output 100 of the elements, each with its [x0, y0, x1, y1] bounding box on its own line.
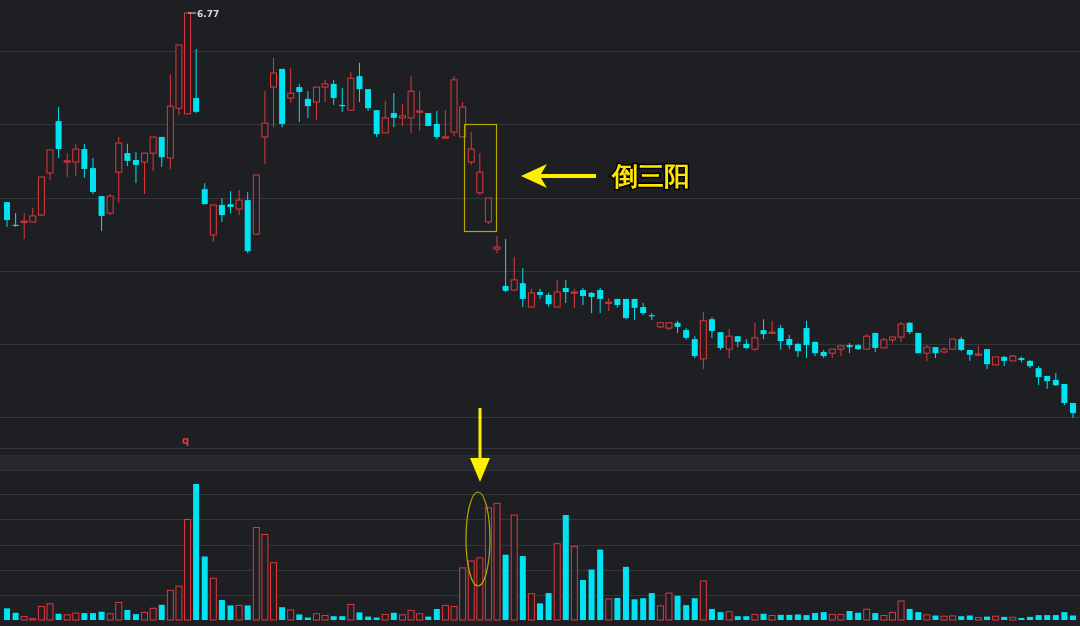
bar [1027, 616, 1034, 620]
bar [193, 484, 200, 620]
candlestick [132, 151, 139, 184]
candlestick [794, 342, 801, 358]
candlestick [287, 67, 295, 104]
bar [502, 554, 509, 620]
bar [347, 604, 355, 621]
bar [510, 514, 518, 621]
candlestick [373, 109, 380, 138]
candlestick [81, 143, 88, 179]
bar [984, 616, 991, 620]
bar [812, 613, 819, 620]
bar [381, 613, 389, 621]
bar [691, 598, 698, 620]
bar [614, 597, 621, 620]
candlestick [365, 88, 372, 112]
bar [863, 608, 871, 621]
candlestick [527, 288, 535, 308]
bar [768, 615, 776, 621]
candlestick [441, 109, 449, 139]
bar [631, 599, 638, 620]
candlestick [467, 131, 475, 166]
candlestick [484, 197, 492, 225]
candlestick [708, 316, 715, 339]
bar [1009, 616, 1017, 621]
bar [605, 598, 613, 621]
candlestick [356, 62, 363, 103]
candlestick [124, 143, 131, 167]
bar [98, 611, 105, 620]
candlestick [510, 256, 518, 292]
candlestick [296, 83, 303, 123]
bar [527, 593, 535, 621]
bar [906, 608, 913, 620]
bar [588, 569, 595, 620]
bar [734, 616, 741, 620]
bar [390, 612, 397, 620]
bar [820, 612, 827, 620]
bar [132, 614, 139, 620]
bar [1035, 615, 1042, 620]
bar [1052, 615, 1059, 620]
candlestick [923, 344, 931, 362]
candlestick [106, 193, 114, 216]
bar [803, 615, 810, 620]
candlestick [768, 320, 776, 334]
bar [227, 605, 234, 620]
bar [751, 613, 759, 621]
candlestick [588, 291, 595, 314]
bar [674, 595, 681, 620]
bar [433, 608, 440, 620]
bar [365, 616, 372, 620]
bar [339, 616, 346, 620]
bar [158, 604, 165, 620]
candlestick [725, 328, 733, 359]
bar [974, 617, 982, 621]
candlestick [235, 189, 243, 216]
bar [209, 577, 217, 621]
candlestick [476, 152, 484, 196]
candlestick [218, 197, 225, 223]
candlestick [984, 348, 991, 370]
candlestick [777, 324, 784, 351]
candlestick [98, 195, 105, 232]
bar [683, 605, 690, 620]
bar [855, 612, 862, 620]
text: q [182, 435, 190, 446]
candlestick [158, 136, 165, 168]
bar [923, 614, 931, 621]
bar [89, 613, 96, 620]
candlestick [381, 100, 389, 134]
bar [915, 612, 922, 620]
candlestick [304, 90, 311, 119]
bar [1044, 615, 1051, 620]
bar [743, 616, 750, 620]
bar [597, 549, 604, 620]
annotation: 6.77 [197, 8, 220, 19]
candlestick [390, 92, 397, 128]
bar [356, 612, 363, 620]
bar [570, 545, 578, 621]
bar [537, 603, 543, 620]
candlestick [493, 235, 501, 254]
bar [958, 616, 965, 620]
bar [279, 607, 286, 620]
bar [553, 543, 561, 621]
bar [648, 593, 655, 620]
candlestick [227, 190, 234, 214]
bar [81, 613, 88, 620]
candlestick [261, 90, 269, 165]
bar [872, 613, 879, 620]
bar [545, 593, 552, 620]
bar [425, 616, 432, 620]
bar [640, 598, 647, 620]
bar [1061, 612, 1068, 620]
bar [786, 614, 793, 620]
candlestick [751, 322, 759, 352]
bar [55, 613, 62, 620]
bar [4, 608, 10, 620]
bar [708, 608, 715, 620]
bar [562, 515, 569, 620]
candlestick [519, 267, 526, 308]
bar [12, 612, 19, 620]
bar [760, 613, 767, 620]
